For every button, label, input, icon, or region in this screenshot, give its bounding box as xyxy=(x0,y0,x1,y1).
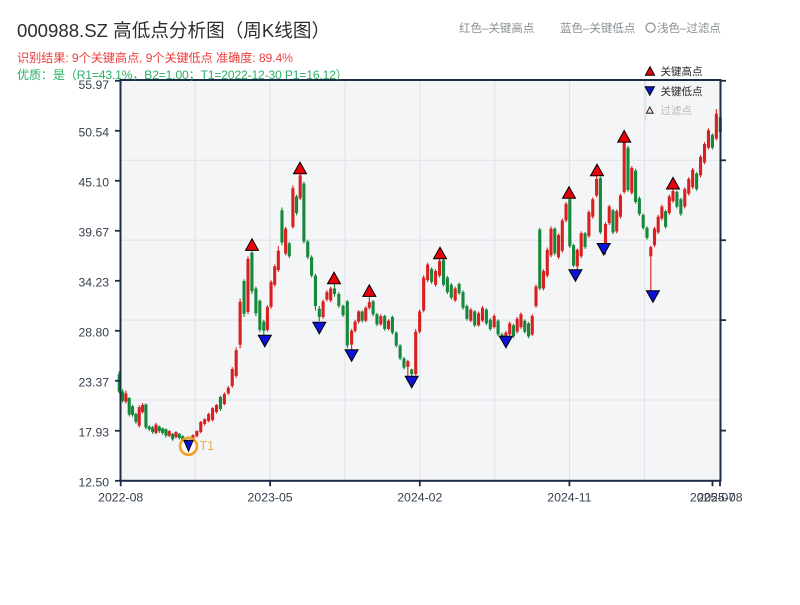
svg-text:优质：是（R1=43.1%，B2=1.00；T1=2022-: 优质：是（R1=43.1%，B2=1.00；T1=2022-12-30 P1=1… xyxy=(17,68,348,82)
svg-text:2025-08: 2025-08 xyxy=(697,491,742,505)
svg-text:关键高点: 关键高点 xyxy=(661,65,703,78)
svg-text:55.97: 55.97 xyxy=(79,78,110,92)
svg-text:28.80: 28.80 xyxy=(79,325,110,339)
svg-text:识别结果: 9个关键高点, 9个关键低点 准确度: 89.: 识别结果: 9个关键高点, 9个关键低点 准确度: 89.4% xyxy=(17,50,293,65)
svg-text:2022-08: 2022-08 xyxy=(98,491,143,505)
svg-text:2023-05: 2023-05 xyxy=(248,491,293,505)
svg-text:12.50: 12.50 xyxy=(79,475,110,489)
svg-text:34.23: 34.23 xyxy=(79,275,110,289)
svg-text:39.67: 39.67 xyxy=(79,225,110,239)
svg-text:23.37: 23.37 xyxy=(79,375,110,389)
svg-text:2024-11: 2024-11 xyxy=(547,491,591,505)
svg-text:过滤点: 过滤点 xyxy=(661,104,693,117)
svg-text:关键低点: 关键低点 xyxy=(661,85,703,98)
svg-text:浅色–过滤点: 浅色–过滤点 xyxy=(657,21,721,35)
svg-text:红色–关键高点: 红色–关键高点 xyxy=(459,21,534,35)
svg-text:蓝色–关键低点: 蓝色–关键低点 xyxy=(560,21,635,35)
svg-text:2025-07: 2025-07 xyxy=(690,491,735,505)
svg-text:2024-02: 2024-02 xyxy=(397,491,442,505)
svg-text:T1: T1 xyxy=(200,439,215,453)
svg-text:17.93: 17.93 xyxy=(79,425,110,439)
svg-text:45.10: 45.10 xyxy=(79,175,110,189)
svg-text:000988.SZ 高低点分析图（周K线图）: 000988.SZ 高低点分析图（周K线图） xyxy=(17,20,330,41)
svg-text:50.54: 50.54 xyxy=(79,125,110,139)
